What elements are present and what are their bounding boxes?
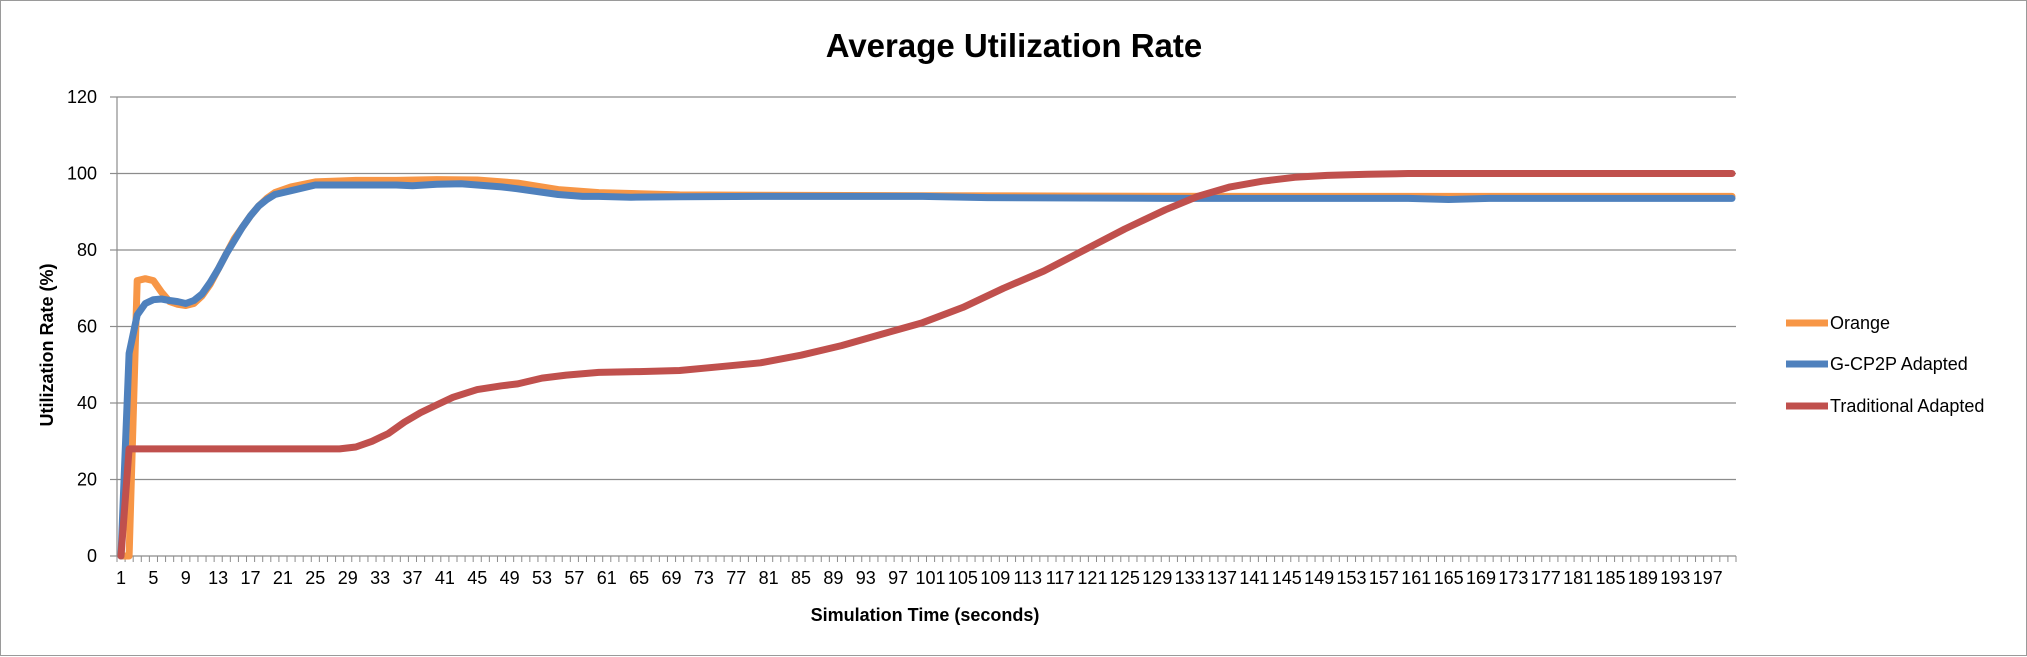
x-tick-label: 105: [948, 568, 978, 588]
y-tick-label: 120: [67, 87, 97, 107]
x-tick-label: 37: [402, 568, 422, 588]
legend-label-2: Traditional Adapted: [1830, 396, 1984, 416]
x-tick-label: 125: [1110, 568, 1140, 588]
x-tick-label: 101: [916, 568, 946, 588]
legend-label-0: Orange: [1830, 313, 1890, 333]
chart-title: Average Utilization Rate: [826, 27, 1203, 64]
x-tick-label: 173: [1498, 568, 1528, 588]
series-line-0: [117, 176, 1736, 560]
legend: Orange G-CP2P Adapted Traditional Adapted: [1786, 313, 1984, 416]
x-tick-label: 21: [273, 568, 293, 588]
y-tick-labels: 0 20 40 60 80 100 120: [67, 87, 97, 566]
x-tick-label: 85: [791, 568, 811, 588]
y-tick-label: 20: [77, 470, 97, 490]
y-tick-label: 100: [67, 164, 97, 184]
x-tick-label: 121: [1077, 568, 1107, 588]
y-axis-title: Utilization Rate (%): [37, 263, 57, 426]
x-tick-label: 57: [564, 568, 584, 588]
x-tick-label: 53: [532, 568, 552, 588]
x-tick-label: 153: [1336, 568, 1366, 588]
x-tick-label: 185: [1596, 568, 1626, 588]
x-tick-label: 137: [1207, 568, 1237, 588]
x-tick-label: 145: [1272, 568, 1302, 588]
series-line-1: [117, 180, 1736, 560]
x-tick-label: 157: [1369, 568, 1399, 588]
x-tick-label: 117: [1046, 568, 1075, 588]
x-tick-label: 73: [694, 568, 714, 588]
x-tick-label: 109: [980, 568, 1010, 588]
x-tick-label: 193: [1660, 568, 1690, 588]
x-tick-label: 17: [241, 568, 261, 588]
legend-label-1: G-CP2P Adapted: [1830, 354, 1968, 374]
y-tick-label: 40: [77, 393, 97, 413]
x-tick-labels: 1 5 9 13 17 21 25 29 33 37 41 45 49 53 57 61 65 69 73 77 81 8…: [116, 568, 1723, 588]
x-tick-label: 5: [148, 568, 158, 588]
x-tick-label: 61: [597, 568, 617, 588]
x-tick-label: 93: [856, 568, 876, 588]
axes: [116, 97, 1737, 562]
x-tick-label: 41: [435, 568, 455, 588]
x-tick-label: 169: [1466, 568, 1496, 588]
x-tick-label: 133: [1175, 568, 1205, 588]
x-tick-label: 177: [1531, 568, 1561, 588]
x-tick-label: 1: [116, 568, 126, 588]
y-tick-label: 80: [77, 240, 97, 260]
x-axis-title: Simulation Time (seconds): [811, 605, 1040, 625]
x-tick-label: 81: [759, 568, 779, 588]
x-tick-label: 129: [1142, 568, 1172, 588]
x-tick-label: 33: [370, 568, 390, 588]
x-tick-label: 13: [208, 568, 228, 588]
x-tick-label: 181: [1563, 568, 1593, 588]
x-tick-label: 161: [1401, 568, 1431, 588]
x-tick-label: 29: [338, 568, 358, 588]
x-tick-label: 197: [1693, 568, 1723, 588]
x-tick-label: 97: [888, 568, 908, 588]
x-tick-label: 49: [500, 568, 520, 588]
x-tick-label: 165: [1434, 568, 1464, 588]
x-tick-label: 149: [1304, 568, 1334, 588]
gridlines: [110, 96, 1736, 557]
y-tick-label: 0: [87, 546, 97, 566]
x-tick-label: 141: [1239, 568, 1269, 588]
x-tick-label: 45: [467, 568, 487, 588]
x-tick-label: 189: [1628, 568, 1658, 588]
series-line-2: [117, 170, 1736, 560]
x-tick-label: 65: [629, 568, 649, 588]
x-tick-label: 25: [305, 568, 325, 588]
y-tick-label: 60: [77, 317, 97, 337]
x-tick-label: 77: [726, 568, 746, 588]
x-tick-label: 89: [823, 568, 843, 588]
series-lines: [117, 170, 1736, 560]
x-tick-label: 9: [181, 568, 191, 588]
x-tick-label: 113: [1013, 568, 1042, 588]
x-tick-label: 69: [661, 568, 681, 588]
